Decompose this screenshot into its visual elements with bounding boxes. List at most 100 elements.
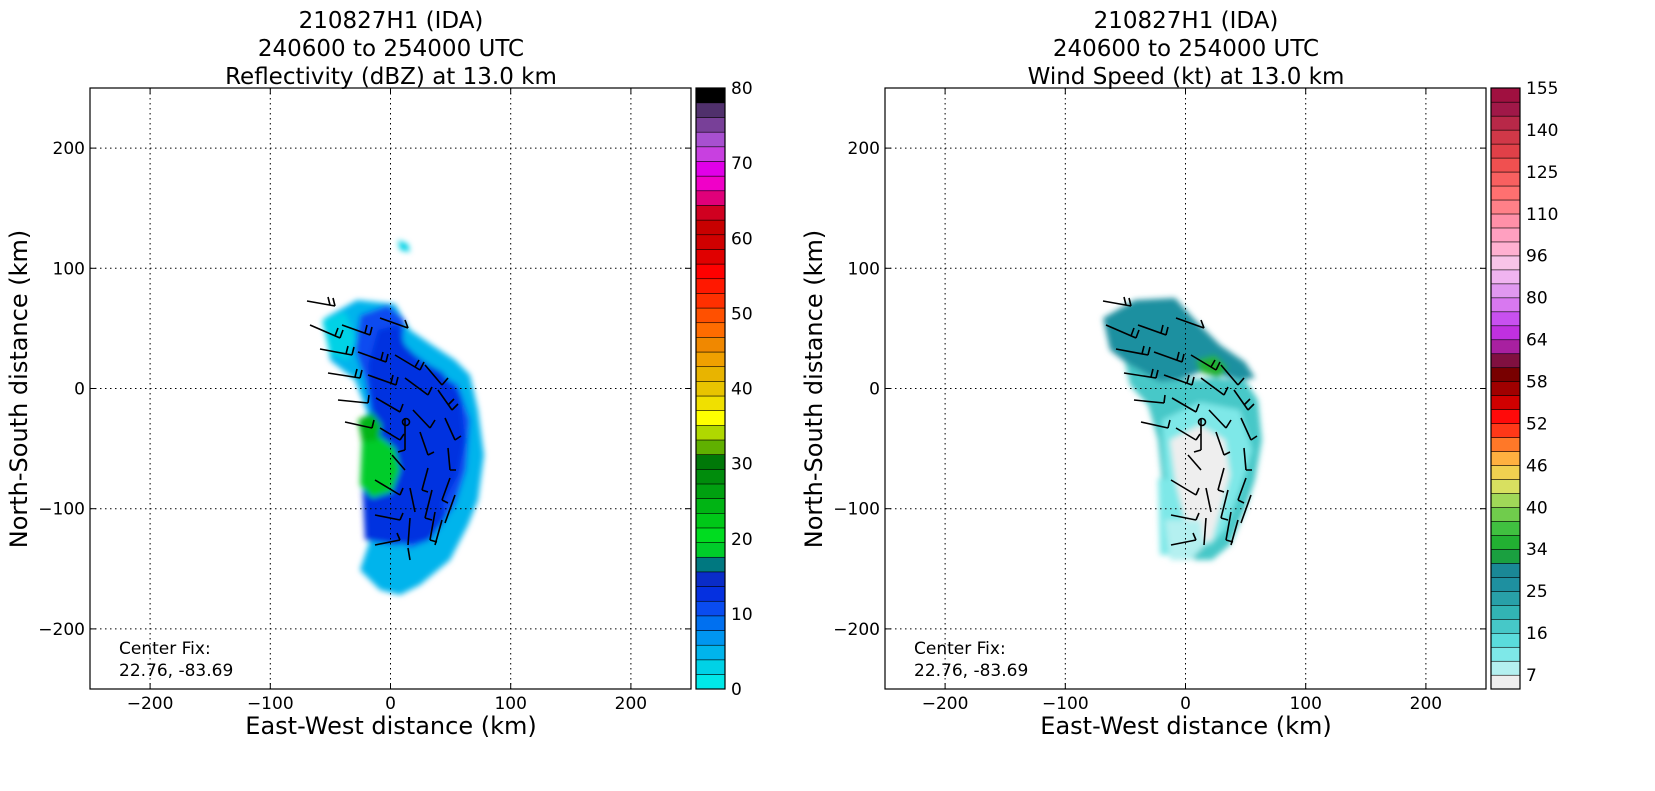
colorbar-tick-label: 40 <box>731 380 753 400</box>
reflectivity-colorbar: 0 10 20 30 40 50 60 70 80 <box>695 79 753 700</box>
colorbar-swatch <box>1490 269 1521 285</box>
x-tick-label: −100 <box>247 694 294 714</box>
colorbar-swatch <box>1490 311 1521 327</box>
colorbar-swatch <box>1490 479 1521 494</box>
colorbar-swatch <box>1490 157 1521 173</box>
colorbar-tick-label: 60 <box>731 229 753 249</box>
colorbar-swatch <box>1490 339 1521 355</box>
colorbar-swatch <box>1490 562 1521 578</box>
center-fix-label: Center Fix: <box>914 639 1006 659</box>
colorbar-swatch <box>695 454 726 470</box>
colorbar-swatch <box>1490 618 1521 634</box>
colorbar-tick-label: 96 <box>1526 247 1548 267</box>
x-axis-label: East-West distance (km) <box>245 712 536 740</box>
colorbar-swatch <box>1490 493 1521 508</box>
y-tick-label: −100 <box>833 500 880 520</box>
colorbar-tick-label: 25 <box>1526 582 1548 602</box>
colorbar-swatch <box>1490 143 1521 159</box>
colorbar-swatch <box>1490 548 1521 564</box>
colorbar-swatch <box>695 146 726 162</box>
colorbar-tick-label: 34 <box>1526 540 1548 560</box>
colorbar-swatch <box>1490 241 1521 257</box>
wind-calm <box>1170 425 1230 545</box>
colorbar-tick-label: 10 <box>731 605 753 625</box>
plot-area: −200 −100 0 100 200 −200 −100 0 100 200 <box>38 87 692 714</box>
colorbar-swatch <box>695 263 726 280</box>
colorbar-swatch <box>1490 423 1521 438</box>
colorbar-swatch <box>1490 87 1521 103</box>
title-line-3: Wind Speed (kt) at 13.0 km <box>1028 64 1345 90</box>
y-tick-label: 200 <box>53 139 85 159</box>
colorbar-swatch <box>1490 101 1521 117</box>
title-line-3: Reflectivity (dBZ) at 13.0 km <box>225 64 557 90</box>
colorbar-swatch <box>1490 660 1521 676</box>
colorbar-tick-label: 70 <box>731 154 753 174</box>
title-line-2: 240600 to 254000 UTC <box>258 36 524 62</box>
colorbar-swatch <box>695 248 726 265</box>
y-axis-label: North-South distance (km) <box>5 230 33 549</box>
colorbar-frame <box>695 87 726 690</box>
colorbar-swatch <box>695 586 726 602</box>
colorbar-swatch <box>695 630 726 646</box>
grid <box>885 88 1486 689</box>
colorbar-swatch <box>695 87 726 104</box>
colorbar-swatch <box>1490 395 1521 410</box>
colorbar-swatch <box>1490 367 1521 383</box>
colorbar-swatch <box>695 644 726 661</box>
colorbar-swatch <box>695 351 726 368</box>
reflectivity-panel: 210827H1 (IDA) 240600 to 254000 UTC Refl… <box>5 8 753 740</box>
colorbar-tick-label: 16 <box>1526 624 1548 644</box>
colorbar-swatch <box>695 160 726 177</box>
colorbar-swatch <box>695 190 726 206</box>
colorbar-swatch <box>695 659 726 675</box>
x-tick-label: −200 <box>127 694 174 714</box>
wind-teal <box>1103 298 1255 382</box>
colorbar-tick-label: 125 <box>1526 163 1558 183</box>
colorbar-swatch <box>695 366 726 382</box>
colorbar-swatch <box>1490 451 1521 466</box>
colorbar-tick-label: 0 <box>731 680 742 700</box>
y-tick-label: −200 <box>833 620 880 640</box>
title-line-1: 210827H1 (IDA) <box>1094 8 1279 34</box>
colorbar-swatch <box>1490 465 1521 480</box>
colorbar-swatch <box>1490 674 1521 690</box>
colorbar-swatch <box>695 131 726 148</box>
center-fix-label: Center Fix: <box>119 639 211 659</box>
y-tick-label: −100 <box>38 500 85 520</box>
axis-ticks: −200 −100 0 100 200 −200 −100 0 100 200 <box>38 88 691 714</box>
colorbar-tick-label: 40 <box>1526 498 1548 518</box>
colorbar-swatch <box>695 556 726 573</box>
colorbar-swatch <box>695 498 726 514</box>
colorbar-swatch <box>1490 255 1521 271</box>
colorbar-swatch <box>695 439 726 455</box>
colorbar-tick-label: 110 <box>1526 205 1558 225</box>
colorbar-tick-label: 64 <box>1526 331 1548 351</box>
wind-speed-colorbar: 7 16 25 34 40 46 52 58 64 80 96 110 125 140 155 <box>1490 79 1558 690</box>
colorbar-swatch <box>695 336 726 353</box>
title-line-1: 210827H1 (IDA) <box>299 8 484 34</box>
colorbar-swatch <box>1490 115 1521 131</box>
colorbar-swatch <box>695 322 726 338</box>
colorbar-swatch <box>695 380 726 397</box>
echo-dark-blue-lower <box>362 480 445 545</box>
colorbar-swatch <box>1490 507 1521 522</box>
plot-area: −200 −100 0 100 200 −200 −100 0 100 200 <box>833 87 1487 714</box>
colorbar-swatch <box>1490 171 1521 187</box>
x-tick-label: −100 <box>1042 694 1089 714</box>
colorbar-swatch <box>1490 381 1521 396</box>
x-tick-label: 0 <box>1180 694 1191 714</box>
colorbar-swatch <box>695 615 726 631</box>
colorbar-swatch <box>695 483 726 499</box>
wind-speed-panel: 210827H1 (IDA) 240600 to 254000 UTC Wind… <box>800 8 1558 740</box>
x-tick-label: 100 <box>1289 694 1321 714</box>
reflectivity-field <box>322 240 484 595</box>
wind-barbs <box>306 296 462 561</box>
title-line-2: 240600 to 254000 UTC <box>1053 36 1319 62</box>
colorbar-swatch <box>1490 199 1521 215</box>
y-tick-label: 0 <box>869 380 880 400</box>
colorbar-swatch <box>695 278 726 294</box>
colorbar-tick-label: 155 <box>1526 79 1558 99</box>
y-tick-label: 0 <box>74 380 85 400</box>
colorbar-swatch <box>695 204 726 221</box>
